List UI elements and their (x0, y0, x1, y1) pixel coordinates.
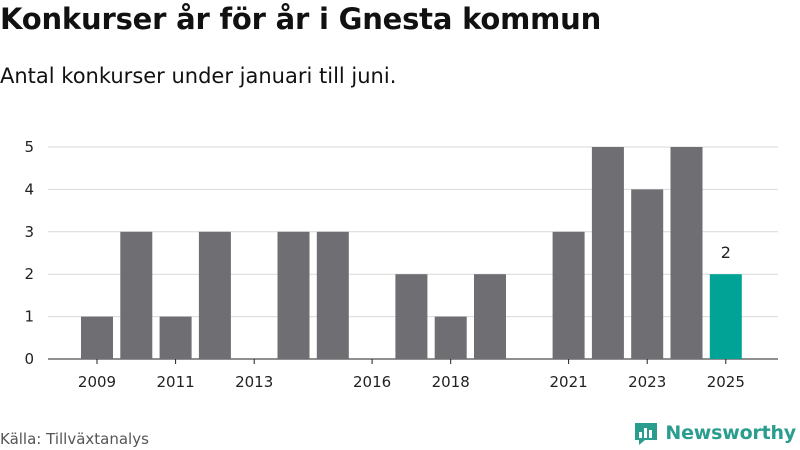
bar (670, 147, 703, 359)
bar-highlight (709, 274, 742, 359)
chart-title: Konkurser år för år i Gnesta kommun (0, 2, 602, 36)
x-tick-label: 2023 (628, 373, 666, 391)
y-axis-ticks: 0 1 2 3 4 5 (24, 138, 34, 368)
x-tick-label: 2021 (550, 373, 588, 391)
y-tick-label: 3 (24, 223, 34, 241)
x-tick-label: 2009 (78, 373, 116, 391)
data-label: 2 (721, 243, 731, 262)
brand: Newsworthy (633, 420, 796, 446)
x-tick-label: 2025 (707, 373, 745, 391)
bar (120, 231, 153, 359)
data-labels: 2 (721, 243, 731, 262)
bar (434, 316, 467, 359)
x-axis-ticks: 2009 2011 2013 2016 2018 2021 2023 2025 (78, 359, 745, 391)
bar (631, 189, 664, 359)
y-tick-label: 4 (24, 180, 34, 198)
bar (277, 231, 310, 359)
bar (474, 274, 506, 359)
y-tick-label: 2 (24, 265, 34, 283)
source-note: Källa: Tillväxtanalys (0, 430, 149, 448)
x-tick-label: 2013 (235, 373, 273, 391)
x-tick-label: 2018 (432, 373, 470, 391)
y-tick-label: 5 (24, 138, 34, 156)
bar (159, 316, 192, 359)
x-tick-label: 2016 (353, 373, 391, 391)
x-tick-label: 2011 (157, 373, 195, 391)
bar (198, 231, 231, 359)
bar (395, 274, 428, 359)
brand-name: Newsworthy (665, 422, 796, 444)
bar (316, 231, 349, 359)
bar (81, 316, 113, 359)
bars (81, 147, 742, 359)
chart-subtitle: Antal konkurser under januari till juni. (0, 64, 397, 88)
newsworthy-logo-icon (635, 423, 658, 445)
y-tick-label: 1 (24, 308, 34, 326)
bar (552, 231, 585, 359)
y-tick-label: 0 (24, 350, 34, 368)
bar (591, 147, 624, 359)
